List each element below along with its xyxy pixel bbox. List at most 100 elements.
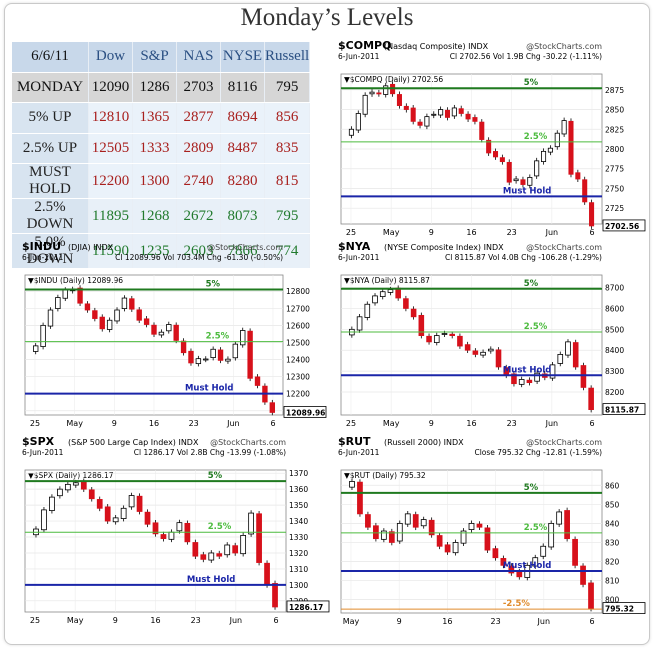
chart-xtick: May bbox=[343, 617, 360, 626]
chart-brand: @StockCharts.com bbox=[207, 243, 283, 252]
candle bbox=[418, 314, 425, 336]
chart-xtick: 23 bbox=[507, 228, 517, 237]
last-value: 2702.56 bbox=[605, 222, 639, 231]
candle bbox=[441, 333, 448, 335]
chart-xtick: 23 bbox=[191, 616, 201, 625]
levels-cell: 795 bbox=[264, 198, 311, 234]
chart-nya: $NYA (NYSE Composite Index) INDX @StockCha… bbox=[338, 240, 646, 428]
chart-ytick: 8700 bbox=[605, 284, 624, 293]
chart-xtick: 9 bbox=[397, 617, 402, 626]
levels-cell: 11590 bbox=[88, 233, 133, 269]
candle bbox=[468, 522, 475, 530]
candle bbox=[357, 481, 363, 515]
chart-ytick: 2850 bbox=[605, 106, 624, 115]
levels-cell: 1286 bbox=[132, 72, 177, 103]
candle bbox=[41, 509, 47, 531]
chart-ytick: 1370 bbox=[289, 469, 308, 478]
candle bbox=[272, 583, 278, 608]
levels-col-nyse: NYSE bbox=[220, 42, 265, 73]
candle bbox=[348, 128, 354, 136]
candle bbox=[99, 316, 105, 330]
chart-brand: @StockCharts.com bbox=[210, 438, 286, 447]
chart-xtick: 6 bbox=[270, 419, 275, 428]
chart-xtick: 25 bbox=[346, 419, 356, 428]
chart-brand: @StockCharts.com bbox=[526, 438, 602, 447]
chart-xtick: Jun bbox=[226, 419, 240, 428]
chart-symbol: $INDU bbox=[22, 240, 61, 253]
candle bbox=[499, 157, 505, 163]
chart-date: 6-Jun-2011 bbox=[338, 448, 380, 457]
chart-ytick: 850 bbox=[605, 500, 620, 509]
candle bbox=[121, 297, 128, 309]
candle bbox=[451, 107, 457, 117]
candle bbox=[240, 330, 246, 346]
candle bbox=[526, 379, 533, 384]
level-label: Must Hold bbox=[187, 575, 236, 585]
level-label: Must Hold bbox=[503, 561, 552, 571]
chart-ytick: 12800 bbox=[286, 287, 310, 296]
candle bbox=[520, 179, 526, 185]
candle bbox=[120, 507, 127, 519]
chart-ytick: 1350 bbox=[289, 501, 308, 510]
chart-xtick: 25 bbox=[346, 228, 356, 237]
candle bbox=[143, 318, 150, 325]
chart-legend: ▼$RUT (Daily) 795.32 bbox=[344, 471, 426, 480]
chart-xtick: 23 bbox=[189, 419, 199, 428]
candle bbox=[232, 545, 239, 554]
candle bbox=[210, 348, 216, 358]
last-value-box bbox=[602, 219, 646, 232]
levels-cell: 795 bbox=[264, 72, 311, 103]
candle bbox=[64, 483, 71, 491]
candle bbox=[480, 351, 486, 356]
levels-cell: 1268 bbox=[132, 198, 177, 234]
candle bbox=[62, 289, 68, 299]
candle bbox=[264, 562, 270, 586]
last-value: 1286.17 bbox=[289, 603, 323, 612]
levels-cell: 8116 bbox=[220, 72, 265, 103]
level-label: 2.5% bbox=[524, 523, 548, 533]
chart-xtick: 9 bbox=[112, 419, 117, 428]
level-label: 5% bbox=[524, 78, 539, 88]
levels-col-russell: Russell bbox=[264, 42, 311, 73]
levels-row-label: MUST HOLD bbox=[12, 163, 89, 199]
candle bbox=[144, 511, 151, 525]
chart-ytick: 8300 bbox=[605, 367, 624, 376]
candle bbox=[247, 330, 253, 379]
candle bbox=[356, 316, 363, 331]
candle bbox=[472, 350, 479, 355]
candle bbox=[403, 105, 409, 110]
candle bbox=[192, 542, 199, 557]
candle bbox=[484, 527, 491, 551]
candle bbox=[575, 172, 581, 180]
candle bbox=[136, 495, 143, 512]
candle bbox=[232, 343, 239, 359]
chart-info: Cl 12089.96 Vol 703.4M Chg -61.30 (-0.50… bbox=[115, 253, 283, 262]
levels-date: 6/6/11 bbox=[12, 42, 89, 73]
chart-ytick: 1310 bbox=[289, 565, 308, 574]
levels-row-label: 2.5% UP bbox=[12, 133, 89, 164]
chart-ytick: 1320 bbox=[289, 549, 308, 558]
candle bbox=[114, 309, 120, 322]
chart-xtick: 9 bbox=[429, 228, 434, 237]
level-label: Must Hold bbox=[185, 384, 234, 394]
chart-ytick: 12300 bbox=[286, 373, 310, 382]
candle bbox=[216, 553, 223, 557]
candle bbox=[436, 535, 443, 547]
candle bbox=[420, 519, 427, 527]
levels-col-dow: Dow bbox=[88, 42, 133, 73]
levels-row: MONDAY 12090 1286 2703 8116 795 bbox=[12, 72, 311, 103]
chart-rut: $RUT (Russell 2000) INDX @StockCharts.com 6… bbox=[338, 435, 646, 626]
level-label: -2.5% bbox=[503, 599, 531, 609]
candle bbox=[151, 324, 157, 335]
levels-cell: 835 bbox=[264, 133, 311, 164]
last-value-box bbox=[602, 602, 646, 614]
candle bbox=[582, 179, 588, 203]
candle bbox=[532, 557, 539, 567]
levels-cell: 2703 bbox=[176, 72, 221, 103]
candle bbox=[492, 548, 499, 559]
chart-ytick: 12400 bbox=[286, 356, 310, 365]
candle bbox=[557, 354, 564, 364]
chart-brand: @StockCharts.com bbox=[526, 243, 602, 252]
chart-ytick: 12200 bbox=[286, 390, 310, 399]
chart-ytick: 8200 bbox=[605, 388, 624, 397]
